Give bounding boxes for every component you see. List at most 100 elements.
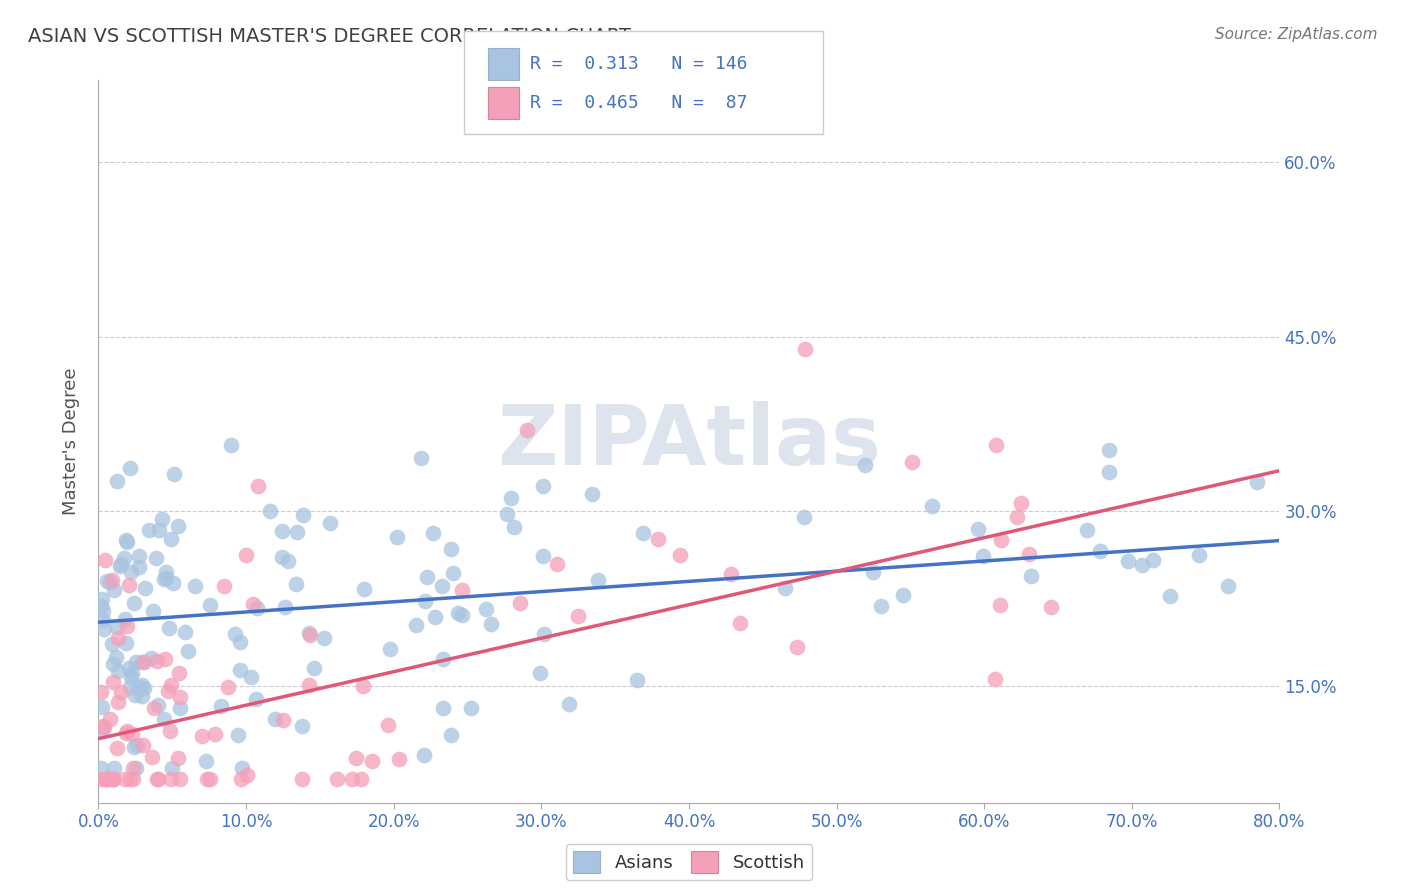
Point — [90, 685, 112, 699]
Point — [167, 519, 190, 533]
Point — [115, 619, 138, 633]
Point — [122, 761, 145, 775]
Point — [855, 458, 877, 472]
Point — [1116, 554, 1139, 568]
Point — [377, 718, 399, 732]
Point — [122, 739, 145, 754]
Point — [1088, 544, 1111, 558]
Point — [101, 657, 124, 671]
Point — [869, 599, 891, 613]
Point — [159, 723, 181, 738]
Point — [285, 524, 308, 539]
Point — [1132, 558, 1154, 572]
Point — [100, 772, 122, 787]
Point — [90, 699, 112, 714]
Point — [529, 665, 551, 680]
Point — [115, 636, 138, 650]
Point — [1019, 569, 1042, 583]
Point — [450, 582, 472, 597]
Point — [98, 712, 121, 726]
Point — [412, 747, 434, 762]
Point — [146, 772, 169, 787]
Point — [107, 631, 129, 645]
Point — [298, 677, 321, 691]
Point — [277, 554, 299, 568]
Point — [413, 594, 436, 608]
Point — [100, 573, 122, 587]
Point — [124, 655, 146, 669]
Point — [177, 644, 200, 658]
Point — [972, 549, 994, 563]
Point — [90, 761, 112, 775]
Point — [862, 566, 884, 580]
Point — [516, 423, 538, 437]
Point — [90, 772, 112, 787]
Point — [409, 450, 432, 465]
Point — [425, 610, 447, 624]
Point — [221, 437, 243, 451]
Point — [546, 557, 568, 571]
Point — [273, 600, 295, 615]
Point — [298, 628, 321, 642]
Point — [966, 522, 988, 536]
Point — [194, 754, 217, 768]
Point — [131, 656, 153, 670]
Point — [98, 575, 121, 590]
Point — [128, 560, 150, 574]
Point — [891, 588, 914, 602]
Point — [94, 553, 117, 567]
Point — [134, 656, 156, 670]
Point — [533, 479, 555, 493]
Point — [101, 772, 124, 787]
Point — [312, 632, 335, 646]
Point — [586, 573, 609, 587]
Point — [195, 772, 218, 787]
Point — [163, 467, 186, 482]
Point — [231, 761, 253, 775]
Point — [499, 491, 522, 505]
Point — [298, 626, 321, 640]
Point — [557, 697, 579, 711]
Point — [157, 684, 180, 698]
Point — [503, 520, 526, 534]
Text: ZIPAtlas: ZIPAtlas — [496, 401, 882, 482]
Point — [209, 699, 232, 714]
Legend: Asians, Scottish: Asians, Scottish — [565, 844, 813, 880]
Point — [1018, 547, 1040, 561]
Point — [242, 597, 264, 611]
Point — [114, 772, 136, 787]
Point — [1098, 443, 1121, 458]
Point — [128, 549, 150, 563]
Point — [447, 606, 470, 620]
Point — [509, 596, 531, 610]
Point — [271, 713, 294, 727]
Point — [118, 578, 141, 592]
Point — [115, 534, 138, 549]
Point — [204, 727, 226, 741]
Point — [173, 624, 195, 639]
Text: R =  0.313   N = 146: R = 0.313 N = 146 — [530, 55, 748, 73]
Point — [120, 680, 142, 694]
Point — [166, 751, 188, 765]
Point — [340, 772, 363, 787]
Point — [352, 679, 374, 693]
Point — [325, 772, 347, 787]
Point — [138, 523, 160, 537]
Point — [416, 570, 439, 584]
Point — [110, 685, 132, 699]
Point — [150, 512, 173, 526]
Point — [647, 532, 669, 546]
Point — [226, 728, 249, 742]
Point — [96, 772, 118, 787]
Point — [292, 508, 315, 522]
Point — [271, 524, 294, 538]
Point — [533, 627, 555, 641]
Text: R =  0.465   N =  87: R = 0.465 N = 87 — [530, 94, 748, 112]
Point — [319, 516, 342, 531]
Point — [112, 551, 135, 566]
Point — [440, 542, 463, 557]
Point — [121, 727, 143, 741]
Point — [120, 670, 142, 684]
Point — [107, 664, 129, 678]
Point — [107, 474, 129, 488]
